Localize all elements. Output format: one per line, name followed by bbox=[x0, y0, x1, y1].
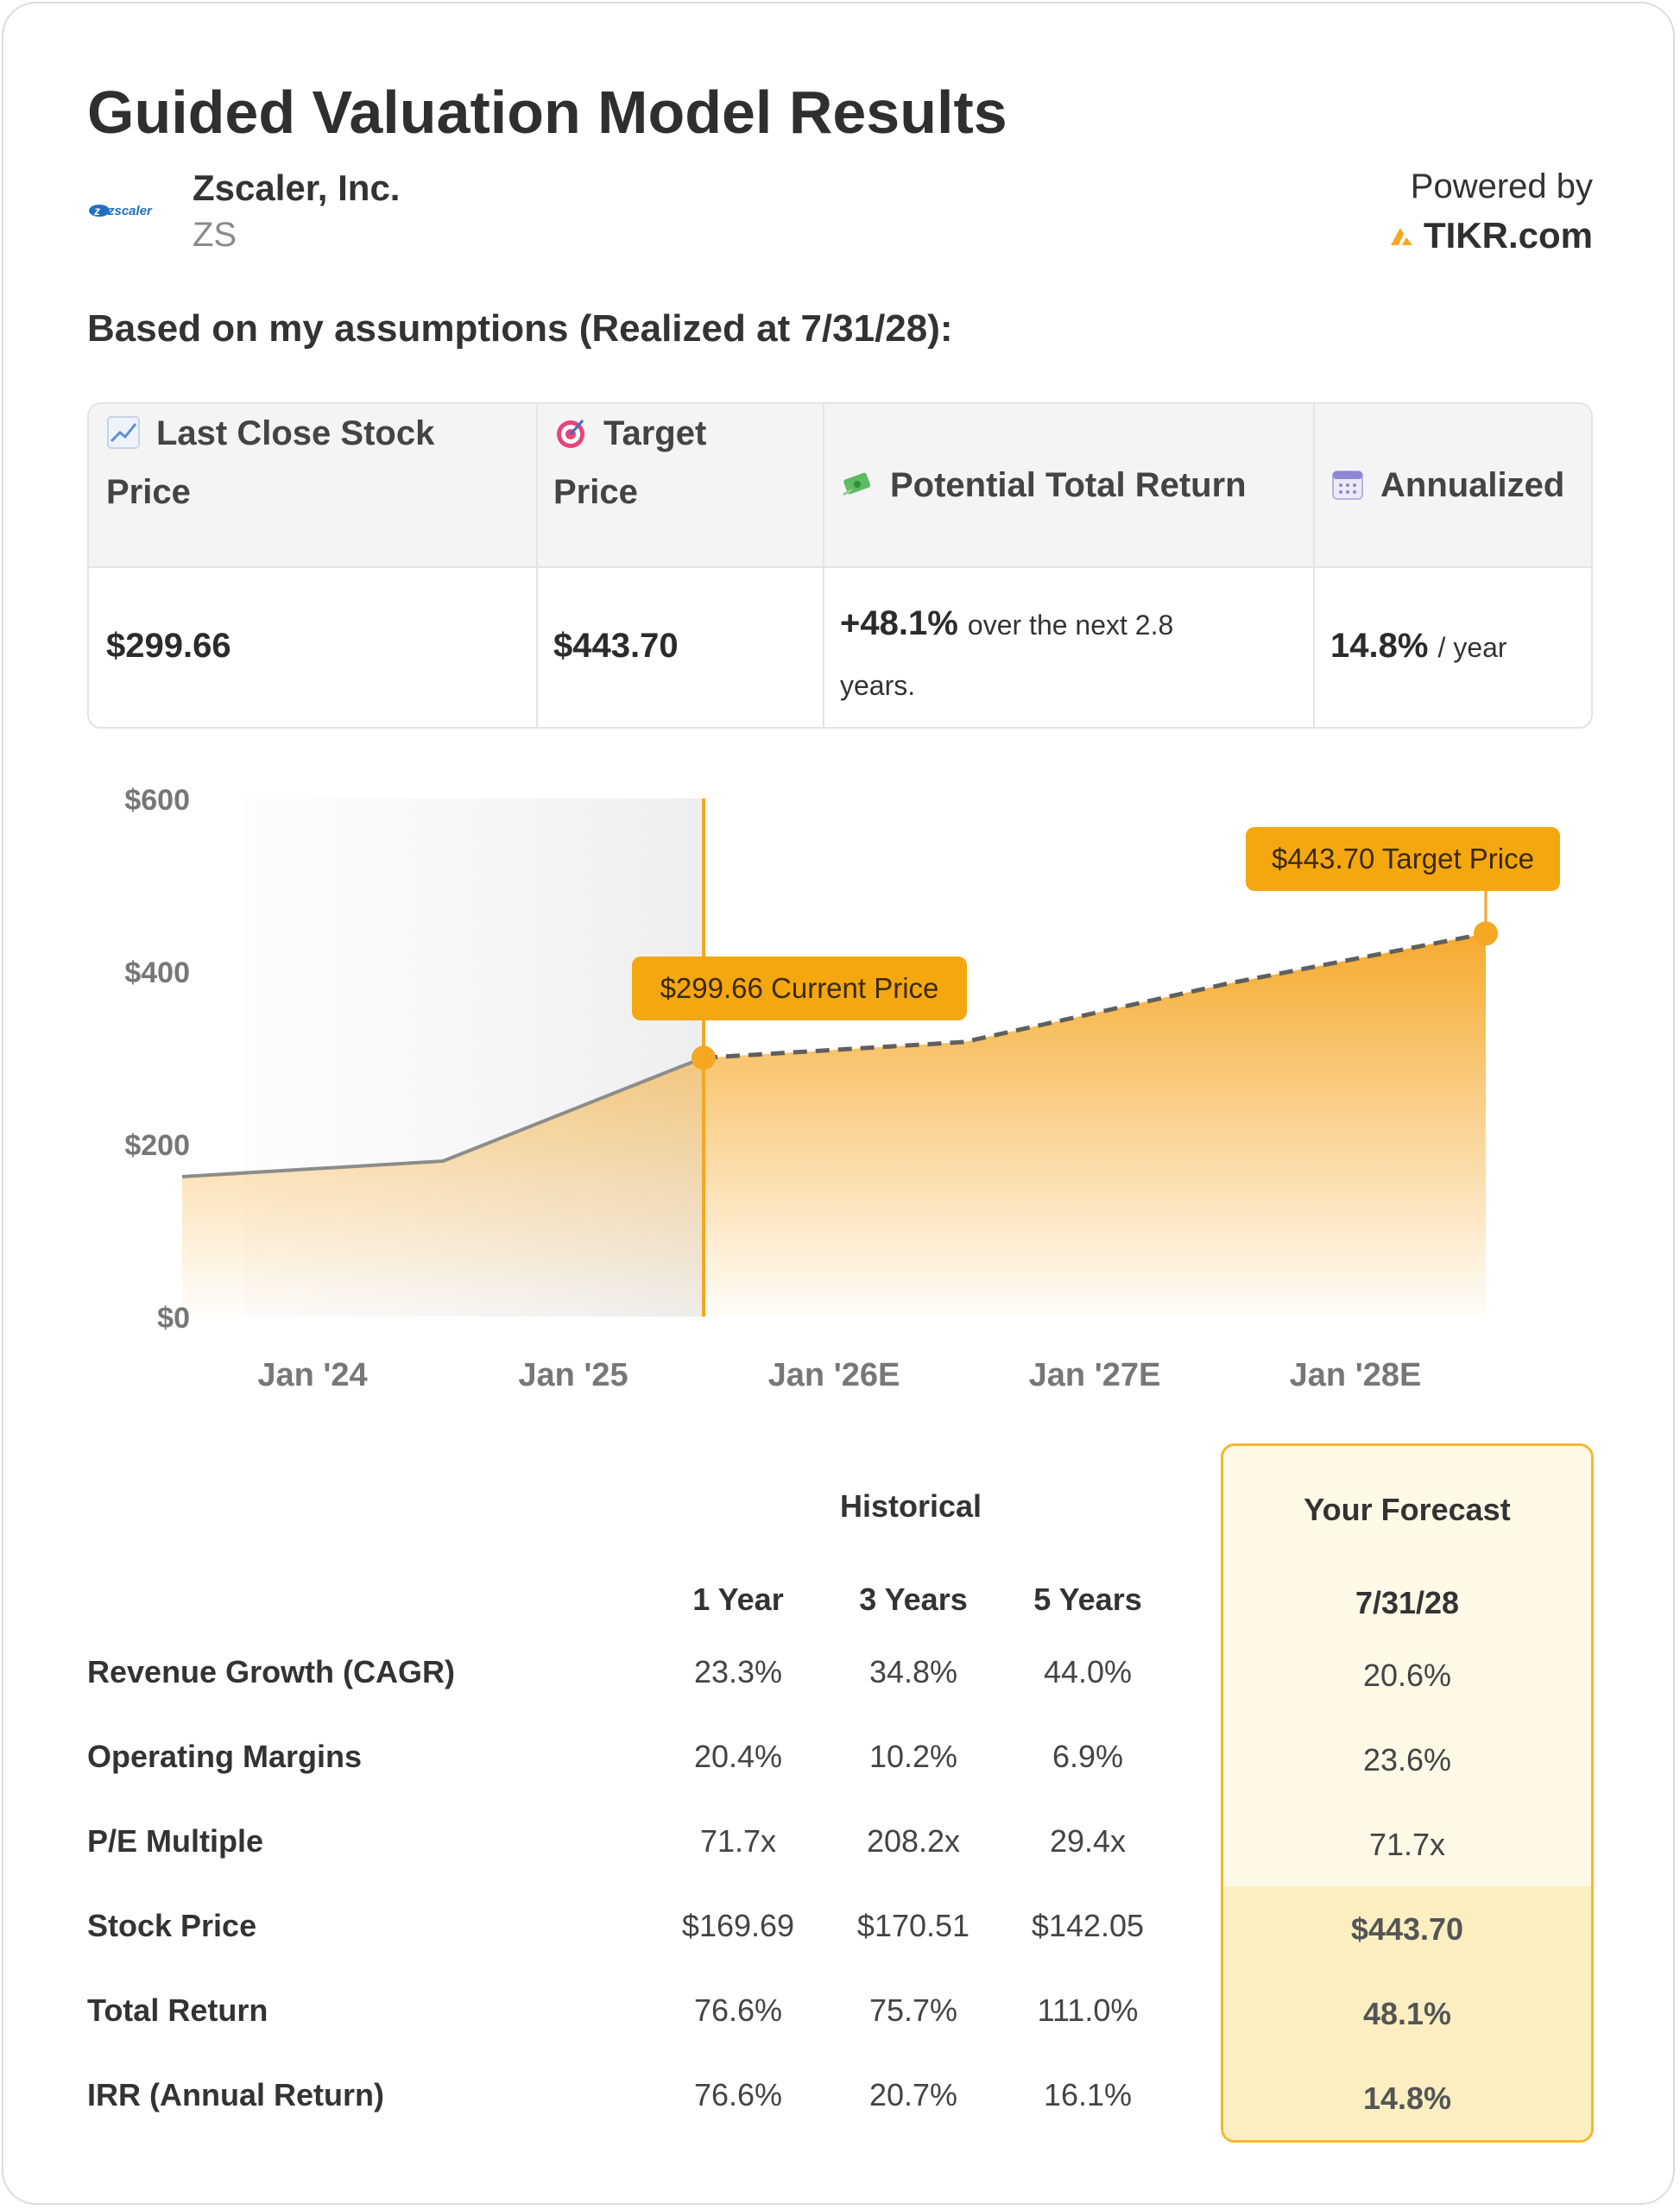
metric-row-label: IRR (Annual Return) bbox=[87, 2077, 384, 2112]
metric-historical-value: 208.2x bbox=[866, 1823, 961, 1859]
metric-historical-value: 16.1% bbox=[1043, 2077, 1133, 2112]
column-divider bbox=[1313, 404, 1315, 727]
metric-historical-value: $169.69 bbox=[681, 1908, 795, 1943]
metric-historical-value: 76.6% bbox=[693, 1992, 783, 2028]
metric-historical-value: 10.2% bbox=[868, 1739, 958, 1774]
metric-historical-value: 76.6% bbox=[693, 2077, 783, 2112]
historical-area bbox=[182, 1058, 704, 1317]
current-price-callout-text: $299.66 Current Price bbox=[660, 972, 939, 1004]
svg-text:z: z bbox=[93, 204, 100, 218]
forecast-area bbox=[704, 933, 1486, 1317]
page-title: Guided Valuation Model Results bbox=[87, 79, 1007, 146]
last-close-header: Last Close Stock Price bbox=[106, 414, 435, 511]
metric-historical-value: 71.7x bbox=[699, 1823, 777, 1859]
metric-row-label: P/E Multiple bbox=[87, 1823, 264, 1859]
metric-forecast-value: $443.70 bbox=[1350, 1911, 1464, 1947]
return-suffix: over the next 2.8 bbox=[967, 609, 1174, 641]
target-price-value: $443.70 bbox=[553, 627, 679, 665]
metric-historical-value: 6.9% bbox=[1052, 1739, 1124, 1774]
metric-forecast-value: 48.1% bbox=[1362, 1996, 1452, 2031]
y-tick-label: $0 bbox=[157, 1302, 190, 1335]
forecast-date-header: 7/31/28 bbox=[1355, 1585, 1460, 1620]
potential-return-value: +48.1% over the next 2.8 years. bbox=[840, 604, 1174, 701]
metric-historical-value: 23.3% bbox=[693, 1654, 783, 1689]
x-tick-label: Jan '28E bbox=[1290, 1357, 1422, 1393]
svg-text:zscaler: zscaler bbox=[107, 204, 153, 218]
forecast-column-box bbox=[1221, 1443, 1594, 2143]
period-column-header: 1 Year bbox=[692, 1582, 784, 1617]
metric-forecast-value: 23.6% bbox=[1362, 1742, 1452, 1777]
calendar-icon bbox=[1332, 470, 1363, 500]
metric-historical-value: $142.05 bbox=[1031, 1908, 1145, 1943]
metric-row-label: Stock Price bbox=[87, 1908, 257, 1943]
ticker-symbol: ZS bbox=[193, 216, 237, 254]
assumptions-heading: Based on my assumptions (Realized at 7/3… bbox=[87, 307, 953, 350]
annualized-header: Annualized bbox=[1330, 456, 1564, 515]
metric-historical-value: 20.7% bbox=[868, 2077, 958, 2112]
x-tick-label: Jan '24 bbox=[257, 1357, 367, 1393]
forecast-highlight-band bbox=[1223, 1886, 1591, 2140]
metric-forecast-value: 20.6% bbox=[1362, 1658, 1452, 1693]
zscaler-logo: z zscaler bbox=[89, 204, 153, 218]
target-price-header: Target Price bbox=[553, 414, 707, 511]
tikr-logo-icon bbox=[1390, 228, 1412, 245]
metric-forecast-value: 71.7x bbox=[1368, 1827, 1446, 1862]
x-tick-label: Jan '26E bbox=[768, 1357, 900, 1393]
metric-historical-value: 44.0% bbox=[1043, 1654, 1133, 1689]
metric-historical-value: 29.4x bbox=[1049, 1823, 1127, 1859]
historical-header: Historical bbox=[840, 1488, 982, 1524]
tikr-brand-text: TIKR.com bbox=[1423, 215, 1593, 256]
target-price-callout-text: $443.70 Target Price bbox=[1272, 843, 1534, 875]
potential-return-header: Potential Total Return bbox=[840, 456, 1247, 515]
forecast-header: Your Forecast bbox=[1304, 1492, 1511, 1527]
metric-forecast-value: 14.8% bbox=[1362, 2081, 1452, 2116]
annualized-value: 14.8% / year bbox=[1330, 627, 1507, 665]
metric-historical-value: 75.7% bbox=[868, 1992, 958, 2028]
target-price-callout-box bbox=[1246, 827, 1560, 891]
forecast-dashed-line bbox=[703, 931, 1487, 1060]
return-suffix-years: years. bbox=[840, 670, 916, 701]
y-tick-label: $200 bbox=[124, 1129, 190, 1162]
column-divider bbox=[823, 404, 824, 727]
chart-increasing-icon bbox=[107, 416, 140, 449]
metric-row-label: Revenue Growth (CAGR) bbox=[87, 1654, 456, 1689]
last-close-value: $299.66 bbox=[106, 627, 231, 665]
money-with-wings-icon bbox=[843, 472, 871, 496]
y-tick-label: $600 bbox=[124, 784, 190, 817]
target-price-point bbox=[1474, 921, 1498, 946]
metric-historical-value: 111.0% bbox=[1037, 1992, 1139, 2028]
metric-historical-value: 20.4% bbox=[693, 1739, 783, 1774]
metric-row-label: Total Return bbox=[87, 1992, 268, 2028]
tikr-brand[interactable]: TIKR.com bbox=[1389, 215, 1593, 256]
annualized-suffix: / year bbox=[1437, 632, 1507, 663]
x-tick-label: Jan '27E bbox=[1029, 1357, 1161, 1393]
metric-historical-value: 34.8% bbox=[868, 1654, 958, 1689]
company-name: Zscaler, Inc. bbox=[193, 167, 401, 208]
current-price-callout-box bbox=[632, 957, 967, 1020]
y-tick-label: $400 bbox=[124, 957, 190, 989]
x-tick-label: Jan '25 bbox=[518, 1357, 628, 1393]
powered-by-label: Powered by bbox=[1410, 167, 1593, 205]
metric-historical-value: $170.51 bbox=[856, 1908, 970, 1943]
period-column-header: 3 Years bbox=[859, 1582, 968, 1617]
price-chart: $0 $200 $400 $600 Jan '24 Jan '25 Jan '26E Jan … bbox=[124, 784, 1560, 1393]
period-column-header: 5 Years bbox=[1033, 1582, 1142, 1617]
target-icon bbox=[557, 420, 584, 448]
column-divider bbox=[536, 404, 538, 727]
metric-row-label: Operating Margins bbox=[87, 1739, 363, 1774]
summary-table: Last Close Stock Price Target Price Pote… bbox=[87, 402, 1593, 729]
